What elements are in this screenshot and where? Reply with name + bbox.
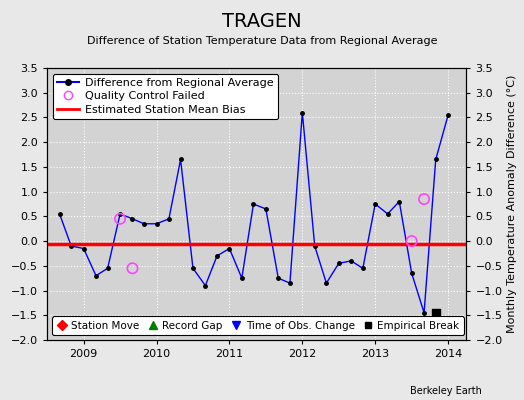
Text: TRAGEN: TRAGEN (222, 12, 302, 31)
Point (408, 238, 416, 244)
Legend: Station Move, Record Gap, Time of Obs. Change, Empirical Break: Station Move, Record Gap, Time of Obs. C… (52, 316, 464, 335)
Text: Difference of Station Temperature Data from Regional Average: Difference of Station Temperature Data f… (87, 36, 437, 46)
Text: Berkeley Earth: Berkeley Earth (410, 386, 482, 396)
Point (116, 216, 124, 222)
Point (128, 265, 137, 272)
Point (420, 196, 428, 202)
Y-axis label: Monthly Temperature Anomaly Difference (°C): Monthly Temperature Anomaly Difference (… (507, 75, 517, 333)
Point (432, 310, 440, 316)
